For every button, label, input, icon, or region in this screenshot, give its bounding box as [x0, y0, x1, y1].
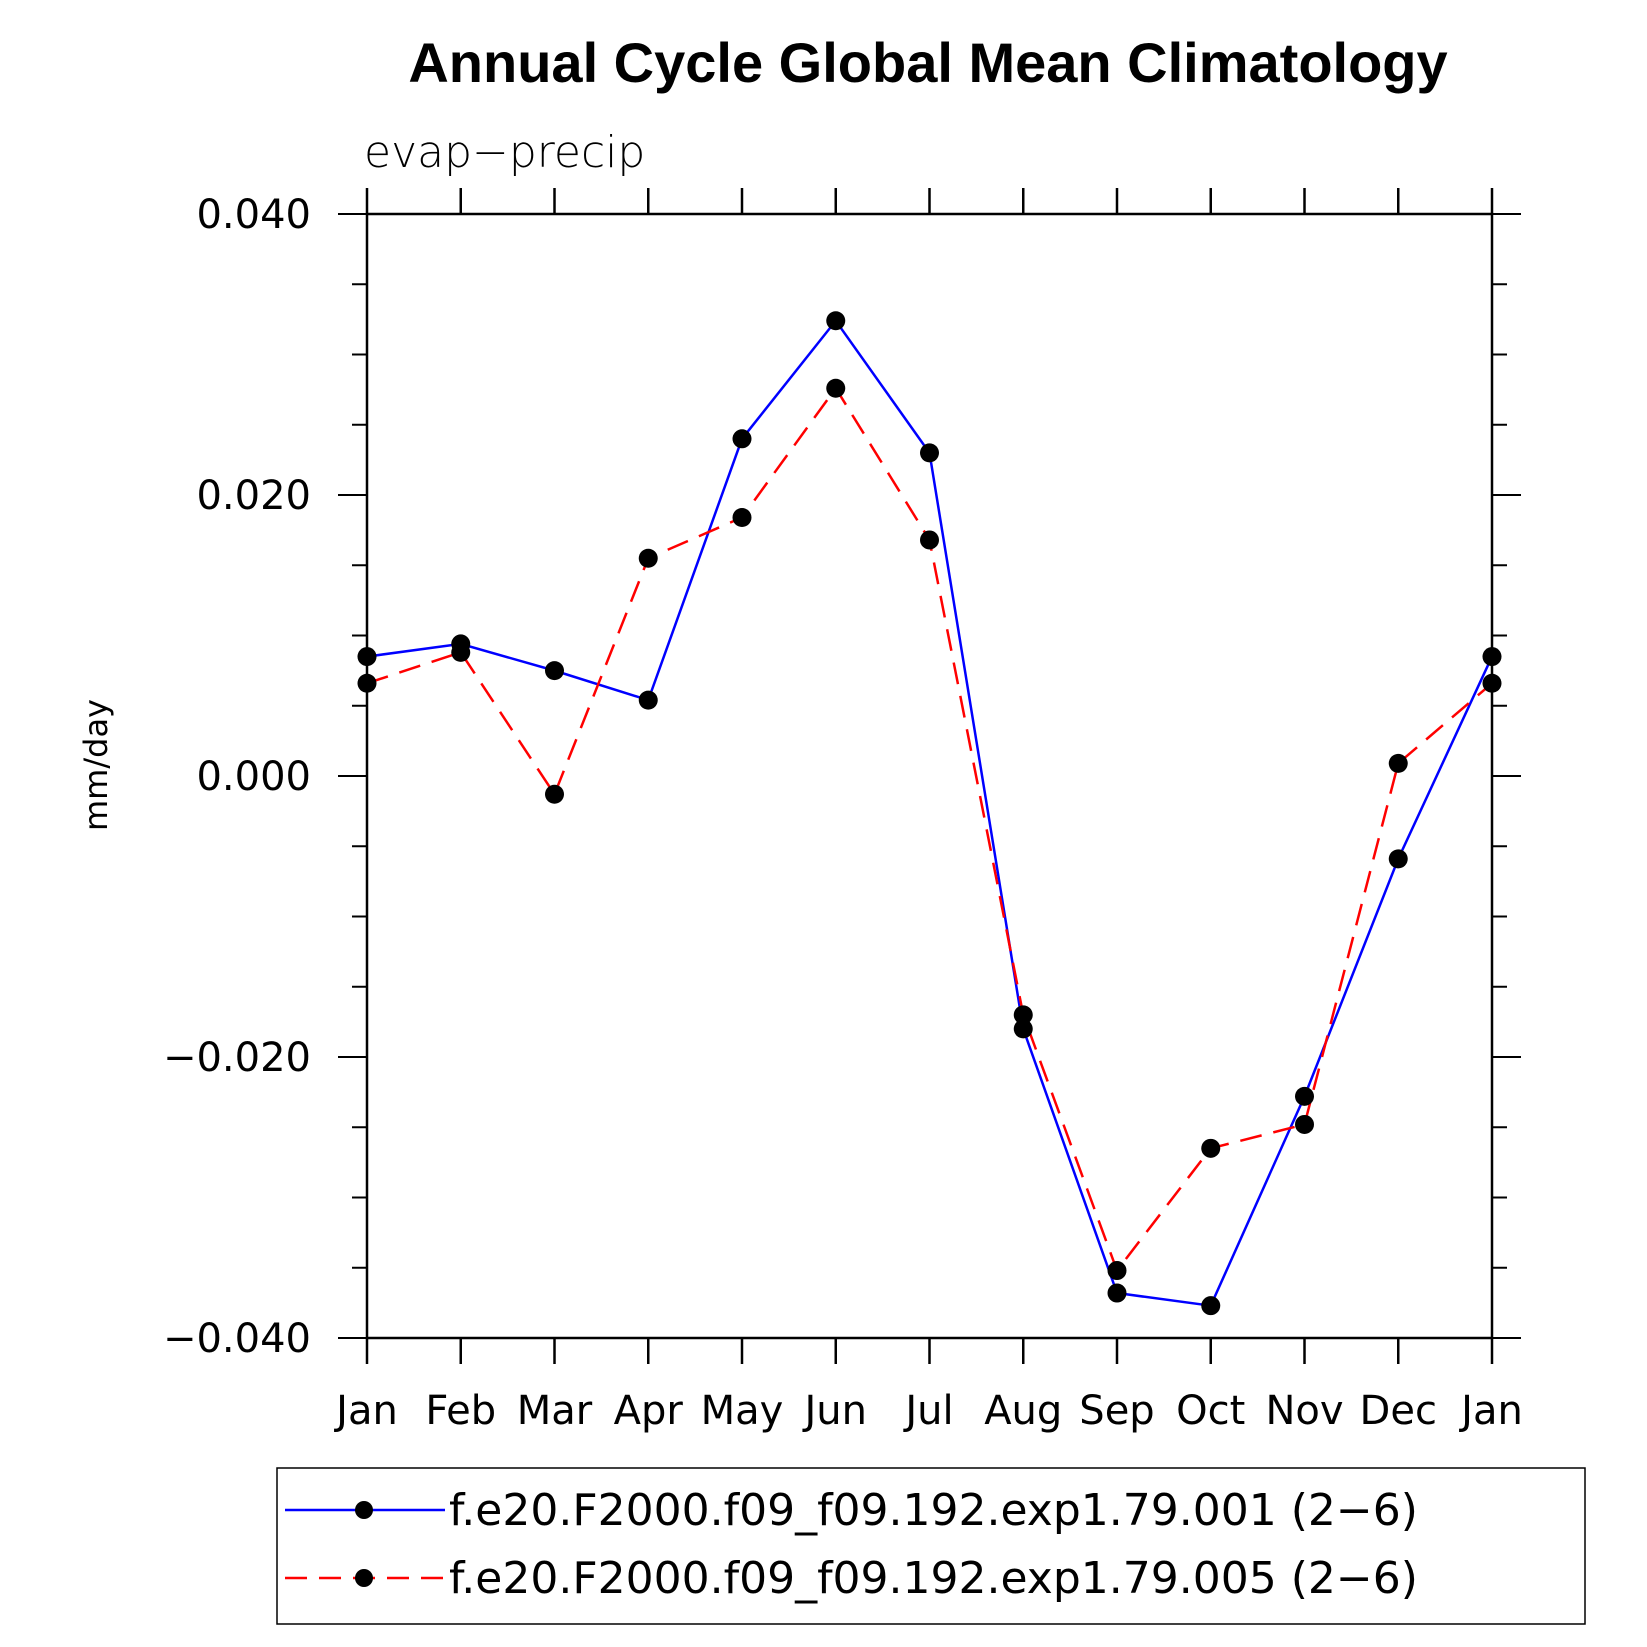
y-axis-label: mm/day — [77, 699, 115, 831]
series-2-point — [826, 378, 846, 398]
series-2-point — [451, 642, 471, 662]
series-2-point — [732, 507, 752, 527]
x-tick-label: Mar — [517, 1388, 593, 1434]
series-2-point — [357, 673, 377, 693]
x-tick-label: Jun — [802, 1388, 868, 1434]
x-tick-label: Sep — [1079, 1388, 1154, 1434]
x-tick-label: Apr — [614, 1388, 684, 1434]
axis-ticks — [338, 188, 1521, 1364]
x-tick-label: Jan — [1458, 1388, 1523, 1434]
series-1-point — [1482, 647, 1502, 667]
x-tick-label: Aug — [984, 1388, 1062, 1434]
series-2-point — [1388, 753, 1408, 773]
series-1-point — [545, 661, 564, 681]
legend-marker-series-1 — [355, 1501, 373, 1519]
series-2-point — [1107, 1261, 1127, 1281]
legend-box — [276, 1467, 1586, 1625]
series-2-point — [545, 784, 564, 804]
series-1-point — [732, 429, 752, 449]
series-1-point — [826, 311, 846, 331]
x-tick-label: Jul — [902, 1388, 953, 1434]
series-1-point — [357, 647, 377, 667]
legend: f.e20.F2000.f09_f09.192.exp1.79.001 (2−6… — [276, 1467, 1586, 1625]
series-1-point — [1107, 1283, 1127, 1303]
series-2-point — [1013, 1005, 1033, 1025]
x-tick-label: Nov — [1265, 1388, 1343, 1434]
x-tick-label: Oct — [1176, 1388, 1245, 1434]
y-tick-labels: 0.040 0.020 0.000 −0.020 −0.040 — [163, 192, 311, 1362]
plot-frame — [365, 212, 1494, 1340]
legend-label-series-1: f.e20.F2000.f09_f09.192.exp1.79.001 (2−6… — [449, 1485, 1418, 1536]
series-1-line — [366, 318, 1494, 1308]
series-2-point — [1201, 1138, 1221, 1158]
x-tick-label: Feb — [425, 1388, 496, 1434]
chart-subtitle: evap−precip — [364, 127, 645, 178]
series-1-point — [1013, 1019, 1033, 1039]
x-tick-label: May — [701, 1388, 784, 1434]
series-2-line — [366, 385, 1493, 1274]
series-1-point — [1201, 1296, 1221, 1316]
x-tick-label: Jan — [333, 1388, 398, 1434]
legend-label-series-2: f.e20.F2000.f09_f09.192.exp1.79.005 (2−6… — [449, 1553, 1418, 1604]
series-layer — [357, 311, 1502, 1316]
y-tick-label: 0.020 — [196, 473, 311, 519]
chart-title: Annual Cycle Global Mean Climatology — [408, 31, 1447, 94]
y-tick-label: −0.020 — [163, 1035, 311, 1081]
legend-marker-series-2 — [355, 1569, 373, 1587]
series-1-point — [1388, 849, 1408, 869]
y-tick-label: 0.040 — [196, 192, 311, 238]
y-tick-label: −0.040 — [163, 1316, 311, 1362]
y-tick-label: 0.000 — [196, 754, 311, 800]
series-1-point — [638, 690, 658, 710]
series-1-point — [1295, 1086, 1314, 1106]
series-2-point — [1295, 1114, 1314, 1134]
series-2-point — [638, 548, 658, 568]
series-2-point — [1482, 673, 1502, 693]
x-tick-label: Dec — [1360, 1388, 1437, 1434]
series-2-point — [920, 530, 939, 550]
series-1-point — [920, 443, 939, 463]
x-tick-labels: Jan Feb Mar Apr May Jun Jul Aug Sep Oct Nov Dec Jan — [333, 1388, 1523, 1434]
